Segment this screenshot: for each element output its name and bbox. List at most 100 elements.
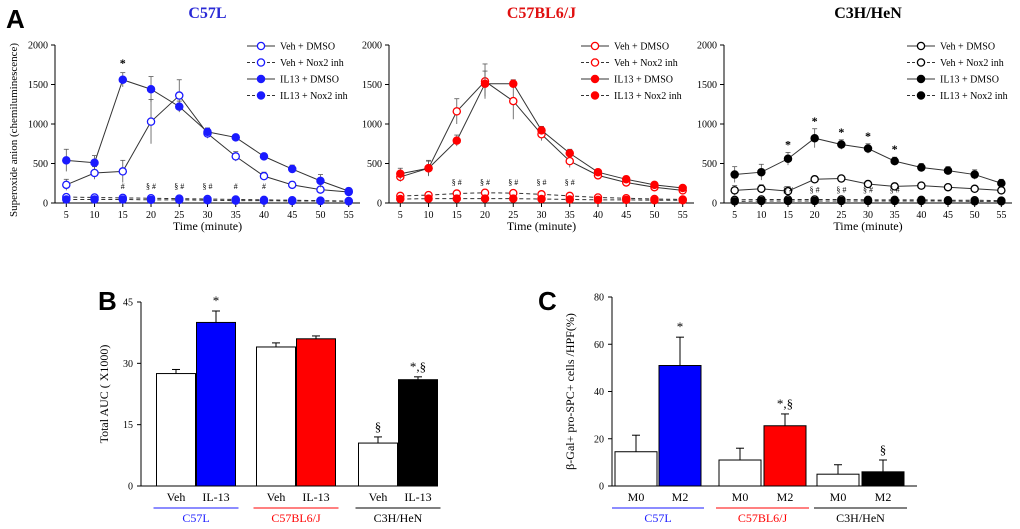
significance-marker: § #	[783, 186, 793, 195]
x-tick-label: 35	[231, 210, 241, 221]
data-point	[509, 79, 518, 88]
significance-marker: § #	[890, 186, 900, 195]
x-tick-label: 5	[64, 210, 69, 221]
data-point	[480, 79, 490, 88]
data-point	[997, 178, 1006, 188]
bar	[156, 373, 196, 487]
data-point	[90, 168, 99, 178]
x-tick-label: Veh	[167, 490, 186, 504]
x-tick-label: Veh	[369, 490, 388, 504]
significance-marker: § #	[508, 178, 518, 187]
data-point	[970, 170, 979, 179]
x-axis-label: Time (minute)	[173, 219, 242, 233]
data-point	[917, 163, 926, 172]
x-tick-label: 5	[732, 210, 737, 221]
x-tick-label: 20	[810, 210, 820, 221]
significance-marker: § #	[452, 178, 462, 187]
y-tick-label: 80	[594, 293, 604, 304]
y-axis-label: Total AUC ( X1000)	[97, 345, 111, 444]
data-point	[509, 96, 518, 106]
data-point	[396, 194, 405, 204]
data-point	[344, 186, 353, 196]
data-point	[943, 182, 953, 192]
x-tick-label: M2	[672, 490, 689, 504]
data-point	[621, 175, 631, 184]
data-point	[231, 196, 240, 205]
y-tick-label: 2000	[362, 41, 382, 52]
y-tick-label: 0	[43, 199, 48, 210]
data-point	[837, 174, 846, 183]
x-tick-label: M0	[732, 490, 749, 504]
data-point	[424, 194, 433, 203]
significance-marker: § #	[810, 186, 820, 195]
x-tick-label: 50	[315, 210, 325, 221]
y-tick-label: 2000	[28, 41, 48, 52]
x-tick-label: IL-13	[202, 490, 229, 504]
significance-marker: *	[812, 114, 818, 128]
chart-title: C57BL6/J	[507, 5, 576, 22]
data-point	[259, 152, 269, 161]
x-tick-label: 50	[649, 210, 659, 221]
y-tick-label: 1000	[28, 120, 48, 131]
x-axis-label: Time (minute)	[507, 219, 576, 233]
legend-marker	[590, 74, 600, 84]
y-tick-label: 0	[712, 199, 717, 210]
data-point	[344, 197, 353, 206]
data-point	[943, 196, 953, 206]
legend-label: Veh + Nox2 inh	[280, 58, 344, 69]
significance-marker: § #	[863, 186, 873, 195]
x-tick-label: 15	[118, 210, 128, 221]
data-point	[118, 195, 128, 204]
significance-marker: § #	[203, 182, 213, 191]
bar	[398, 379, 438, 487]
y-tick-label: 500	[33, 159, 48, 170]
x-tick-label: 40	[259, 210, 269, 221]
data-point	[810, 133, 819, 143]
data-point	[509, 194, 518, 203]
data-point	[565, 148, 574, 158]
data-point	[537, 126, 546, 135]
x-tick-label: 55	[996, 210, 1006, 221]
significance-marker: § #	[174, 182, 184, 191]
x-tick-label: 55	[344, 210, 354, 221]
x-tick-label: M2	[875, 490, 892, 504]
data-point	[783, 186, 793, 196]
significance-marker: §	[880, 442, 887, 457]
x-tick-label: 30	[863, 210, 873, 221]
x-tick-label: M0	[830, 490, 847, 504]
y-tick-label: 1500	[362, 80, 382, 91]
data-point	[231, 133, 240, 142]
y-tick-label: 0	[377, 199, 382, 210]
legend-marker	[590, 91, 600, 100]
data-point	[863, 179, 873, 189]
chart-title: C57L	[188, 5, 226, 22]
y-tick-label: 45	[123, 298, 133, 309]
bar	[718, 459, 762, 487]
data-point	[565, 195, 574, 204]
legend-label: IL13 + Nox2 inh	[614, 91, 682, 102]
y-tick-label: 500	[367, 159, 382, 170]
significance-marker: *	[865, 129, 871, 143]
x-tick-label: 10	[90, 210, 100, 221]
x-axis-label: Time (minute)	[833, 219, 902, 233]
data-point	[890, 182, 899, 191]
significance-marker: *,§	[410, 359, 426, 374]
data-point	[863, 196, 873, 206]
panel-b-letter: B	[98, 286, 117, 316]
data-point	[970, 197, 979, 206]
data-point	[203, 127, 212, 137]
y-tick-label: 1000	[362, 120, 382, 131]
x-tick-label: 5	[398, 210, 403, 221]
data-point	[678, 183, 687, 193]
data-point	[259, 171, 269, 181]
data-point	[757, 184, 766, 194]
x-tick-label: 45	[287, 210, 297, 221]
data-point	[480, 194, 490, 203]
legend-label: Veh + Nox2 inh	[614, 58, 678, 69]
data-point	[621, 195, 631, 205]
x-tick-label: 20	[146, 210, 156, 221]
y-tick-label: 30	[123, 359, 133, 370]
chart-title: C3H/HeN	[834, 5, 902, 22]
x-tick-label: 35	[565, 210, 575, 221]
